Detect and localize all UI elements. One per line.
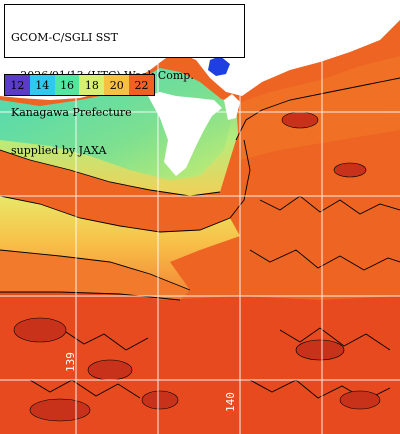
lon-label-139: 139 xyxy=(64,352,77,372)
legend-cell-14: 14 xyxy=(29,75,55,95)
transition-band xyxy=(0,250,190,300)
title-line-4: supplied by JAXA xyxy=(11,143,107,157)
legend-cell-22: 22 xyxy=(129,75,154,95)
title-box: GCOM-C/SGLI SST ~2026/01/13 (UTC) Week C… xyxy=(4,4,245,156)
legend-cell-12: 12 xyxy=(5,75,30,95)
cold-spot xyxy=(208,56,230,76)
title-line-3: Kanagawa Prefecture xyxy=(11,106,132,119)
front-band xyxy=(0,196,240,290)
legend-cell-20: 20 xyxy=(104,75,130,95)
land-peninsula xyxy=(148,92,222,176)
land-cape xyxy=(224,94,240,120)
eddy-patches xyxy=(13,111,381,422)
legend-cell-16: 16 xyxy=(54,75,80,95)
title-line-1: GCOM-C/SGLI SST xyxy=(11,31,119,44)
lon-label-140: 140 xyxy=(224,392,237,412)
legend-cell-18: 18 xyxy=(79,75,105,95)
ocean-south xyxy=(0,292,400,434)
east-shelf xyxy=(236,56,400,160)
color-legend: 12 14 16 18 20 22 xyxy=(4,74,155,96)
